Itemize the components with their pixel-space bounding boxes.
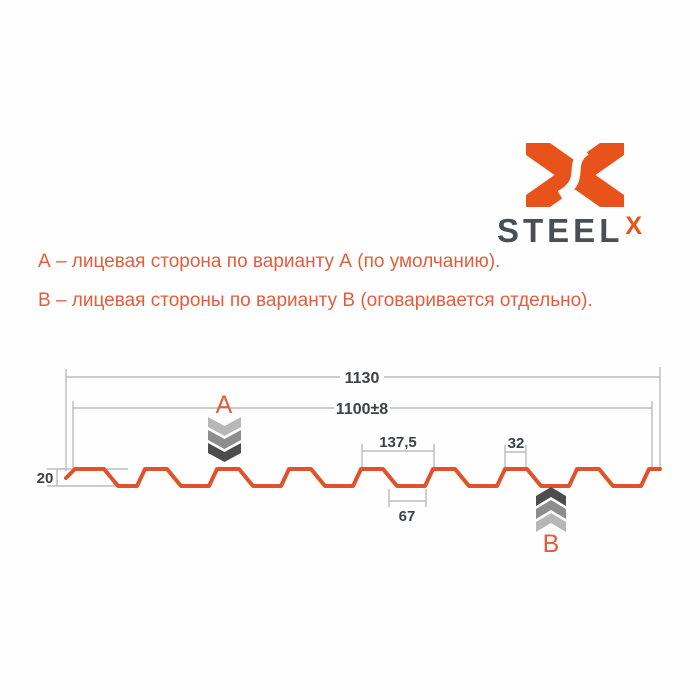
chain-link-x-icon <box>526 143 624 207</box>
dim-label-rib-pitch: 137,5 <box>379 434 417 451</box>
profile-outline <box>64 467 662 488</box>
dim-label-working-width: 1100±8 <box>336 401 388 418</box>
note-variant-b: В – лицевая стороны по варианту В (огова… <box>38 290 593 311</box>
chevron-b-icon <box>536 487 566 532</box>
chevron-a-icon <box>208 417 241 462</box>
marker-a-label: А <box>216 391 233 419</box>
dim-label-overall-width: 1130 <box>345 370 380 387</box>
dim-label-rib-top-width: 32 <box>508 435 525 452</box>
dim-label-valley-width: 67 <box>399 508 416 525</box>
brand-wordmark: STEELX <box>497 212 667 250</box>
brand-sup-x: X <box>625 212 643 240</box>
note-variant-a: А – лицевая сторона по варианту А (по ум… <box>38 251 501 272</box>
marker-b-label: В <box>543 530 560 558</box>
dim-label-profile-height: 20 <box>37 470 54 487</box>
profile-diagram: 1130 1100±8 137,5 32 67 20 А В <box>37 367 662 558</box>
brand-text: STEEL <box>497 212 624 249</box>
